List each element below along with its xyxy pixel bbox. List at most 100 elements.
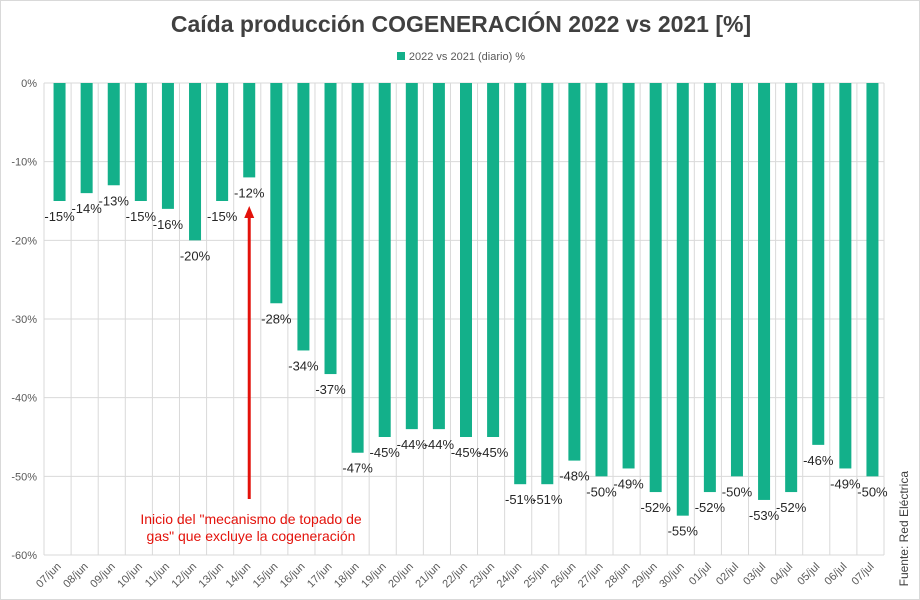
data-label: -20% (180, 248, 211, 263)
annotation-line-2: gas" que excluye la cogeneración (146, 528, 356, 544)
data-label: -49% (830, 476, 861, 491)
data-label: -28% (261, 311, 292, 326)
x-tick-label: 13/jun (197, 561, 227, 591)
bar (161, 83, 174, 209)
x-tick-label: 09/jun (88, 561, 118, 591)
chart-title: Caída producción COGENERACIÓN 2022 vs 20… (170, 11, 752, 37)
data-label: -50% (722, 484, 753, 499)
x-tick-label: 08/jun (61, 561, 91, 591)
data-label: -34% (288, 358, 319, 373)
y-tick-label: -40% (11, 393, 37, 405)
x-tick-label: 02/jul (714, 561, 741, 588)
bar (189, 83, 202, 241)
data-label: -50% (857, 484, 888, 499)
bar (351, 83, 364, 453)
y-tick-label: -60% (11, 550, 37, 562)
legend-label: 2022 vs 2021 (diario) % (408, 51, 526, 63)
data-label: -44% (424, 437, 455, 452)
x-tick-label: 15/jun (251, 561, 281, 591)
data-label: -37% (315, 382, 346, 397)
y-tick-label: -30% (11, 314, 37, 326)
bar (460, 83, 472, 437)
data-label: -16% (153, 217, 184, 232)
x-tick-label: 12/jun (169, 561, 199, 591)
data-label: -47% (342, 461, 373, 476)
bar (514, 83, 527, 485)
bar (216, 83, 229, 201)
bar (243, 83, 256, 178)
x-tick-label: 27/jun (576, 561, 606, 591)
bar (866, 83, 879, 477)
data-label: -51% (532, 492, 563, 507)
y-tick-label: -10% (11, 157, 37, 169)
x-tick-label: 29/jun (630, 561, 660, 591)
x-tick-label: 19/jun (359, 561, 389, 591)
x-tick-label: 16/jun (278, 561, 308, 591)
data-label: -44% (397, 437, 428, 452)
data-label: -12% (234, 185, 265, 200)
bar (324, 83, 337, 375)
x-tick-label: 06/jul (822, 561, 849, 588)
data-label: -15% (207, 209, 238, 224)
source-note: Fuente: Red Eléctrica (897, 471, 911, 587)
data-label: -14% (71, 201, 102, 216)
x-tick-label: 21/jun (413, 561, 443, 591)
bar (676, 83, 689, 516)
data-label: -55% (668, 524, 699, 539)
bar (730, 83, 743, 477)
x-tick-label: 25/jun (522, 561, 552, 591)
bar (649, 83, 662, 493)
data-label: -15% (126, 209, 157, 224)
x-tick-label: 28/jun (603, 561, 633, 591)
bar (812, 83, 825, 445)
data-label: -50% (586, 484, 617, 499)
data-label: -52% (640, 500, 671, 515)
bar (80, 83, 93, 194)
data-label: -51% (505, 492, 536, 507)
data-label: -13% (99, 193, 130, 208)
data-label: -49% (613, 476, 644, 491)
bar (839, 83, 852, 469)
bar (595, 83, 608, 477)
legend: 2022 vs 2021 (diario) % (1, 51, 919, 63)
x-tick-label: 23/jun (468, 561, 498, 591)
bar (378, 83, 391, 437)
x-tick-label: 11/jun (143, 561, 172, 590)
bar (568, 83, 581, 461)
bar (758, 83, 771, 500)
y-tick-label: -50% (11, 471, 37, 483)
data-label: -15% (44, 209, 75, 224)
data-label: -48% (559, 469, 590, 484)
x-tick-label: 05/jul (795, 561, 822, 588)
x-tick-label: 14/jun (224, 561, 254, 591)
data-label: -45% (478, 445, 509, 460)
x-tick-label: 03/jul (741, 561, 768, 588)
bar (785, 83, 798, 493)
x-tick-label: 22/jun (440, 561, 470, 591)
x-tick-label: 07/jul (849, 561, 876, 588)
bar (541, 83, 554, 485)
data-label: -53% (749, 508, 780, 523)
bar (487, 83, 500, 437)
x-tick-label: 01/jul (687, 561, 714, 588)
data-label: -46% (803, 453, 834, 468)
x-tick-label: 17/jun (305, 561, 335, 591)
x-tick-label: 10/jun (115, 561, 145, 591)
bar (134, 83, 147, 201)
bar (432, 83, 445, 430)
bar (405, 83, 418, 430)
data-label: -45% (451, 445, 482, 460)
bar (270, 83, 283, 304)
annotation-line-1: Inicio del "mecanismo de topado de (140, 511, 362, 527)
annotation-arrow-head (244, 206, 255, 218)
data-label: -45% (370, 445, 401, 460)
legend-swatch (396, 52, 405, 60)
annotation-text: Inicio del "mecanismo de topado de gas" q… (121, 511, 381, 545)
bar (53, 83, 66, 201)
y-tick-label: 0% (21, 78, 37, 90)
x-tick-label: 24/jun (495, 561, 525, 591)
data-label: -52% (776, 500, 807, 515)
x-tick-label: 04/jul (768, 561, 795, 588)
x-tick-label: 26/jun (549, 561, 579, 591)
